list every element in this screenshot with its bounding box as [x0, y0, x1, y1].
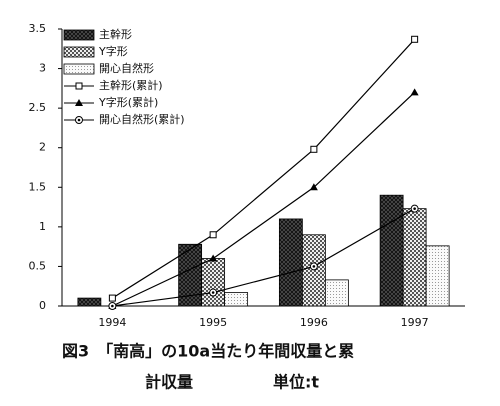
y-tick-label: 3	[39, 62, 46, 75]
marker	[108, 294, 116, 302]
legend-label: 開心自然形(累計)	[99, 112, 185, 126]
legend-swatch	[63, 63, 95, 75]
y-tick-label: 3.5	[29, 22, 47, 35]
legend-marker	[75, 82, 83, 90]
legend-label: Y字形(累計)	[98, 95, 158, 109]
x-tick-label: 1996	[300, 316, 328, 329]
bar	[77, 297, 102, 307]
line	[112, 38, 416, 299]
bar	[402, 208, 427, 307]
bar	[379, 194, 404, 307]
marker	[411, 35, 419, 43]
line	[112, 208, 415, 307]
y-tick-label: 0	[39, 299, 46, 312]
y-tick-label: 1.5	[29, 180, 47, 193]
marker	[310, 145, 318, 153]
marker	[209, 254, 218, 262]
bar	[201, 258, 226, 307]
y-tick-label: 1	[39, 220, 46, 233]
legend-label: 主幹形	[99, 27, 132, 41]
legend-label: 開心自然形	[99, 61, 154, 75]
bar	[425, 245, 450, 307]
marker	[309, 183, 318, 191]
legend-label: Y字形	[98, 44, 128, 58]
line	[112, 91, 416, 307]
caption: 計収量 単位:t	[145, 373, 319, 392]
bar	[224, 292, 249, 307]
x-tick-label: 1994	[98, 316, 126, 329]
marker	[211, 291, 215, 294]
marker	[312, 265, 316, 268]
marker	[111, 304, 114, 308]
y-tick-label: 2	[39, 141, 46, 154]
bar	[324, 279, 349, 307]
marker	[410, 88, 419, 96]
caption: 図3 「南高」の10a当たり年間収量と累	[62, 342, 354, 361]
legend-swatch	[63, 29, 95, 41]
y-tick-label: 0.5	[29, 259, 47, 272]
x-tick-label: 1995	[199, 316, 227, 329]
legend-swatch	[63, 46, 95, 58]
y-tick-label: 2.5	[29, 101, 47, 114]
marker	[413, 207, 416, 210]
legend-label: 主幹形(累計)	[99, 78, 163, 92]
marker	[209, 231, 217, 239]
legend-marker	[75, 99, 83, 106]
legend-marker	[77, 118, 81, 122]
bar	[278, 218, 303, 307]
x-tick-label: 1997	[401, 316, 429, 329]
